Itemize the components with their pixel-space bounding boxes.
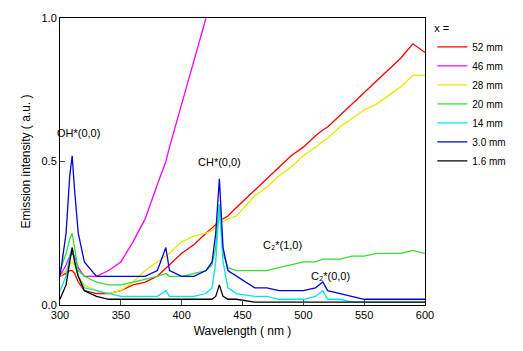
svg-text:600: 600	[416, 309, 434, 321]
svg-text:1.0: 1.0	[42, 12, 57, 24]
svg-text:500: 500	[294, 309, 312, 321]
svg-text:C₂*(1,0): C₂*(1,0)	[263, 239, 302, 251]
svg-text:C₂*(0,0): C₂*(0,0)	[311, 270, 350, 282]
svg-text:550: 550	[355, 309, 373, 321]
svg-text:20 mm: 20 mm	[472, 99, 503, 110]
svg-text:450: 450	[233, 309, 251, 321]
svg-text:0.0: 0.0	[42, 299, 57, 311]
svg-text:OH*(0,0): OH*(0,0)	[57, 127, 100, 139]
svg-text:CH*(0,0): CH*(0,0)	[198, 156, 241, 168]
svg-text:400: 400	[172, 309, 190, 321]
svg-text:0.5: 0.5	[42, 155, 57, 167]
svg-text:28 mm: 28 mm	[472, 80, 503, 91]
svg-text:Wavelength ( nm ): Wavelength ( nm )	[194, 324, 292, 338]
svg-text:Emission intensity ( a.u. ): Emission intensity ( a.u. )	[19, 94, 33, 228]
svg-text:14 mm: 14 mm	[472, 118, 503, 129]
svg-text:52 mm: 52 mm	[472, 42, 503, 53]
svg-text:300: 300	[51, 309, 69, 321]
svg-text:46 mm: 46 mm	[472, 61, 503, 72]
svg-text:3.0 mm: 3.0 mm	[472, 137, 505, 148]
svg-text:1.6 mm: 1.6 mm	[472, 156, 505, 167]
svg-text:350: 350	[112, 309, 130, 321]
svg-text:x =: x =	[434, 22, 449, 34]
